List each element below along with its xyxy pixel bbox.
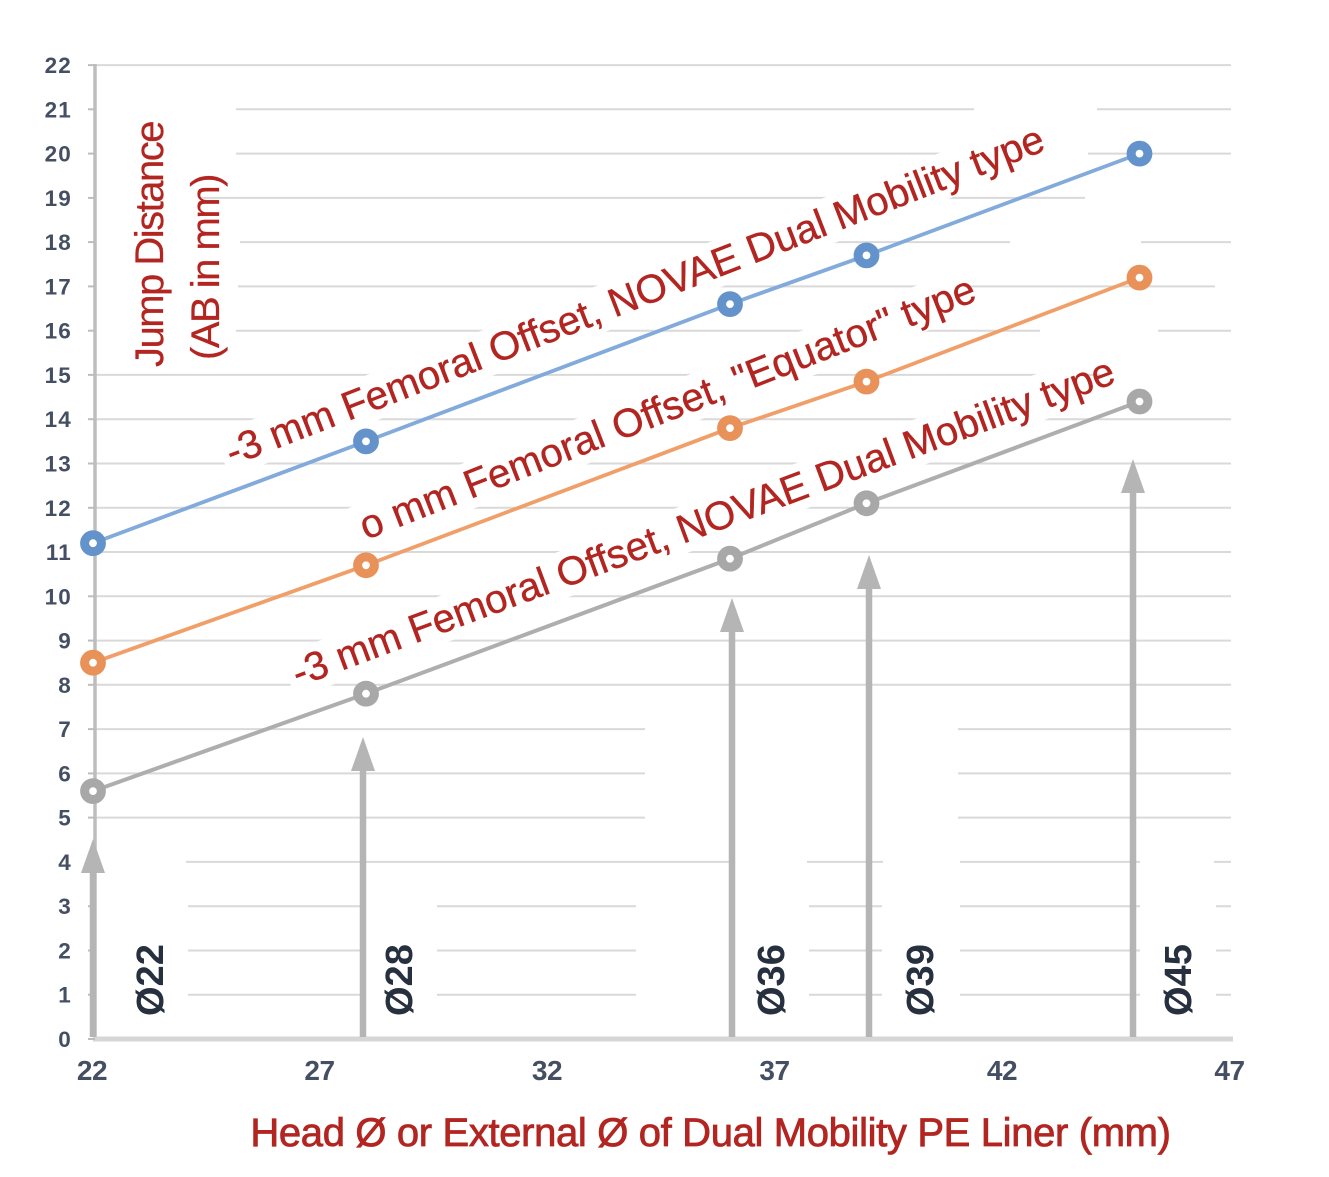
svg-text:2: 2 — [58, 939, 72, 964]
svg-text:11: 11 — [46, 540, 72, 565]
svg-text:14: 14 — [45, 407, 72, 432]
svg-text:12: 12 — [45, 496, 72, 521]
svg-text:1: 1 — [58, 983, 72, 1008]
svg-text:22: 22 — [77, 1055, 107, 1086]
svg-text:27: 27 — [304, 1055, 334, 1086]
svg-text:20: 20 — [45, 142, 72, 167]
svg-text:21: 21 — [45, 97, 72, 122]
svg-text:10: 10 — [45, 584, 72, 609]
svg-text:18: 18 — [45, 230, 72, 255]
svg-text:22: 22 — [45, 53, 72, 78]
svg-text:Ø28: Ø28 — [379, 944, 421, 1016]
svg-text:Ø39: Ø39 — [900, 944, 942, 1016]
svg-text:17: 17 — [45, 274, 72, 299]
svg-text:13: 13 — [45, 452, 72, 477]
svg-text:(AB in mm): (AB in mm) — [184, 175, 228, 360]
svg-text:6: 6 — [58, 761, 72, 786]
svg-text:Head Ø or External Ø of Dual M: Head Ø or External Ø of Dual Mobility PE… — [250, 1111, 1170, 1155]
svg-text:47: 47 — [1214, 1055, 1244, 1086]
svg-text:4: 4 — [58, 850, 72, 875]
svg-text:Ø22: Ø22 — [130, 944, 172, 1016]
svg-text:42: 42 — [987, 1055, 1017, 1086]
svg-text:8: 8 — [58, 673, 72, 698]
svg-text:19: 19 — [45, 186, 72, 211]
svg-text:16: 16 — [45, 319, 72, 344]
svg-text:Jump Distance: Jump Distance — [128, 122, 172, 367]
svg-text:9: 9 — [58, 629, 72, 654]
svg-text:37: 37 — [759, 1055, 789, 1086]
svg-text:7: 7 — [58, 717, 72, 742]
svg-text:3: 3 — [58, 894, 72, 919]
svg-text:32: 32 — [532, 1055, 562, 1086]
svg-text:15: 15 — [45, 363, 72, 388]
svg-text:Ø36: Ø36 — [751, 944, 793, 1016]
svg-text:Ø45: Ø45 — [1158, 944, 1200, 1016]
svg-text:5: 5 — [58, 806, 72, 831]
svg-text:0: 0 — [58, 1027, 72, 1052]
